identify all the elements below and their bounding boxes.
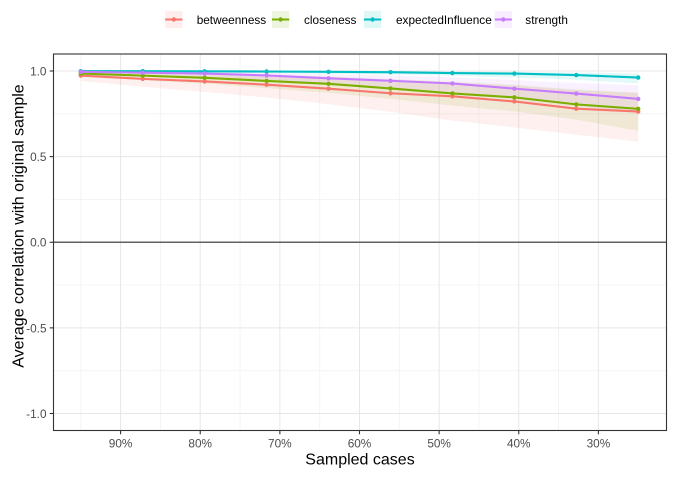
svg-text:50%: 50%	[427, 437, 451, 451]
svg-text:0.5: 0.5	[30, 150, 47, 164]
svg-text:70%: 70%	[268, 437, 292, 451]
svg-text:strength: strength	[525, 13, 568, 27]
svg-text:0.0: 0.0	[30, 236, 47, 250]
svg-text:1.0: 1.0	[30, 64, 47, 78]
svg-text:closeness: closeness	[304, 13, 357, 27]
svg-text:-0.5: -0.5	[26, 321, 47, 335]
svg-text:40%: 40%	[507, 437, 531, 451]
svg-text:60%: 60%	[348, 437, 372, 451]
svg-text:Average correlation with origi: Average correlation with original sample	[11, 84, 28, 368]
svg-text:90%: 90%	[109, 437, 133, 451]
svg-text:Sampled cases: Sampled cases	[305, 452, 414, 469]
svg-text:expectedInfluence: expectedInfluence	[396, 13, 492, 27]
svg-text:80%: 80%	[188, 437, 212, 451]
svg-text:30%: 30%	[587, 437, 611, 451]
svg-text:-1.0: -1.0	[26, 407, 47, 421]
svg-text:betweenness: betweenness	[197, 13, 267, 27]
